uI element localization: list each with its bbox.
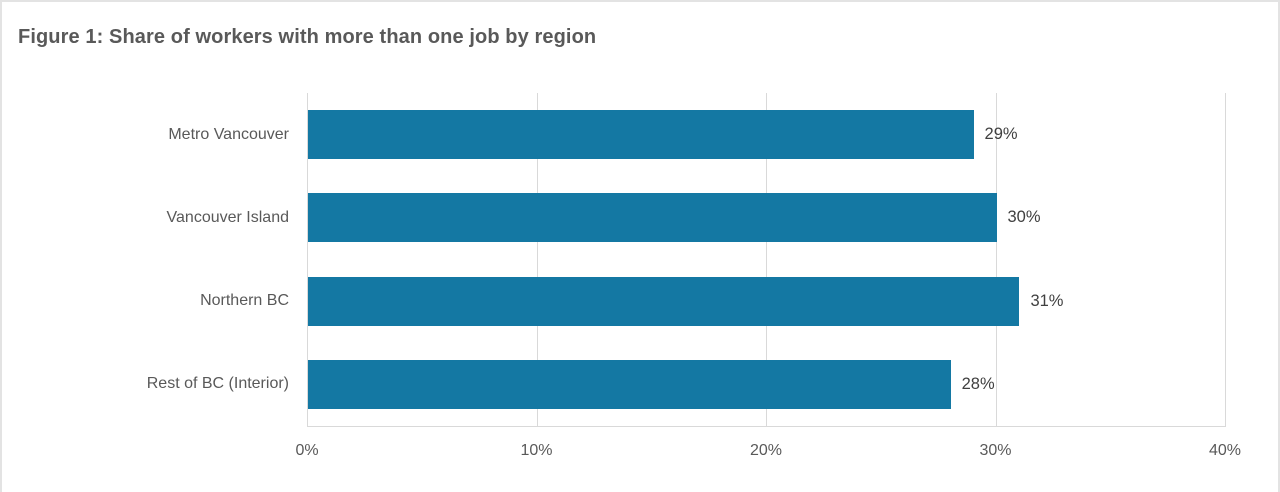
gridline — [995, 93, 997, 426]
category-label: Northern BC — [200, 292, 289, 310]
bar-value-label: 30% — [1007, 208, 1041, 227]
x-tick-label: 30% — [979, 442, 1012, 459]
category-label-row: Northern BC — [2, 260, 289, 343]
category-label-row: Metro Vancouver — [2, 93, 289, 176]
bar — [308, 193, 997, 243]
category-axis: Metro Vancouver Vancouver Island Northern … — [2, 93, 289, 426]
category-label: Rest of BC (Interior) — [146, 375, 289, 393]
category-label: Vancouver Island — [166, 208, 289, 226]
gridline — [766, 93, 767, 426]
bar-value-label: 31% — [1030, 291, 1064, 310]
category-label-row: Rest of BC (Interior) — [2, 343, 289, 426]
category-label: Metro Vancouver — [168, 125, 289, 143]
bar — [308, 276, 1020, 326]
bar-row: 30% — [308, 176, 1226, 259]
gridline — [536, 93, 538, 426]
x-tick-label: 0% — [295, 442, 319, 459]
x-tick-label: 40% — [1208, 442, 1242, 459]
bar-row: 31% — [308, 260, 1226, 343]
chart-title: Figure 1: Share of workers with more tha… — [18, 26, 597, 48]
bar-row: 28% — [308, 343, 1226, 426]
bar — [308, 359, 951, 409]
bar-value-label: 28% — [961, 374, 995, 393]
x-axis: 0% 10% 20% 30% 40% — [295, 442, 1241, 464]
category-label-row: Vancouver Island — [2, 176, 289, 259]
gridline — [1225, 93, 1226, 426]
x-tick-label: 20% — [749, 442, 783, 459]
bar-value-label: 29% — [984, 125, 1018, 144]
plot-area: 29% 30% 31% 28% — [307, 93, 1226, 427]
bar — [308, 110, 974, 160]
bar-row: 29% — [308, 93, 1226, 176]
x-tick-label: 10% — [520, 442, 553, 459]
